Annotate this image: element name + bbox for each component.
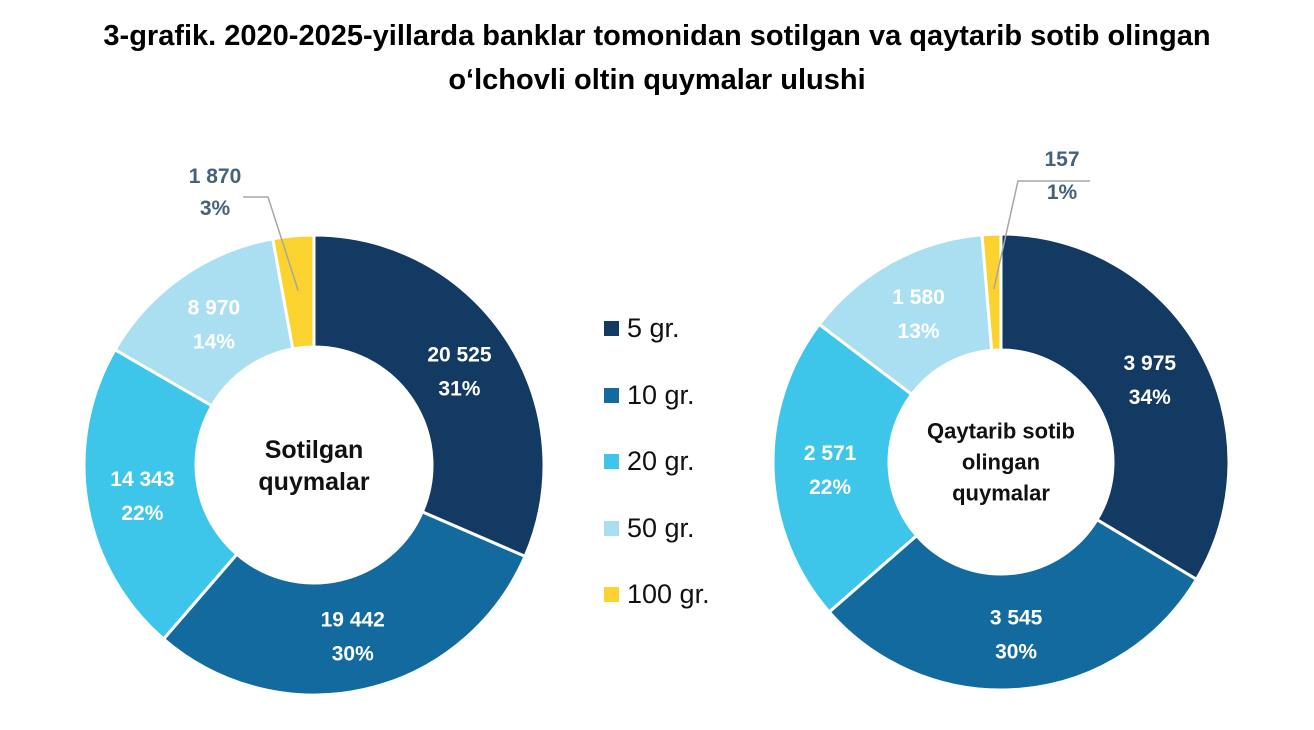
center-label-line-1-chart-1: Sotilgan [265, 436, 364, 464]
legend-label-100gr: 100 gr. [627, 579, 710, 609]
legend-swatch-10gr [604, 387, 619, 403]
value-label-100gr-chart-2: 157 [1044, 148, 1079, 171]
value-label-5gr-chart-1: 20 525 [427, 343, 492, 366]
legend-swatch-5gr [604, 321, 619, 336]
percent-label-10gr-chart-2: 30% [995, 640, 1037, 663]
center-label-line-3-chart-2: quymalar [952, 481, 1050, 506]
percent-label-100gr-chart-2: 1% [1047, 181, 1078, 204]
legend-label-10gr: 10 gr. [627, 379, 695, 410]
donut-chart-1: 20 525 31% 19 442 30% 14 343 22% 8 970 14% 1 870… [82, 165, 546, 697]
donut-chart-2: 3 975 34% 3 545 30% 2 571 22% 1 580 13% 157 1% Qay… [771, 148, 1231, 692]
legend: 5 gr. 10 gr. 20 gr. 50 gr. 100 gr. [604, 312, 710, 645]
value-label-50gr-chart-1: 8 970 [188, 297, 241, 320]
legend-swatch-100gr [604, 587, 619, 602]
legend-swatch-50gr [604, 520, 619, 536]
percent-label-20gr-chart-2: 22% [809, 476, 851, 499]
percent-label-10gr-chart-1: 30% [332, 643, 374, 666]
legend-label-20gr: 20 gr. [627, 446, 695, 476]
legend-item-5gr: 5 gr. [604, 312, 710, 345]
value-label-20gr-chart-2: 2 571 [804, 442, 857, 465]
chart-title: 3-grafik. 2020-2025-yillarda banklar tom… [0, 14, 1314, 102]
slice-10gr-chart-1 [161, 509, 528, 697]
percent-label-50gr-chart-1: 14% [193, 331, 235, 354]
slice-100gr-chart-1 [271, 233, 316, 351]
value-label-5gr-chart-2: 3 975 [1124, 352, 1177, 375]
value-label-20gr-chart-1: 14 343 [110, 468, 174, 491]
slice-10gr-chart-2 [827, 517, 1199, 692]
legend-label-5gr: 5 gr. [627, 313, 680, 343]
percent-label-50gr-chart-2: 13% [898, 320, 940, 343]
center-label-line-2-chart-2: olingan [962, 450, 1040, 475]
leader-line-chart-1 [243, 196, 299, 291]
slice-50gr-chart-2 [817, 233, 994, 397]
slice-5gr-chart-2 [999, 232, 1231, 582]
percent-label-5gr-chart-1: 31% [438, 377, 480, 400]
legend-item-10gr: 10 gr. [604, 379, 710, 412]
legend-item-50gr: 50 gr. [604, 512, 710, 545]
value-label-10gr-chart-1: 19 442 [321, 609, 385, 632]
legend-item-20gr: 20 gr. [604, 445, 710, 478]
slice-20gr-chart-2 [771, 322, 919, 615]
center-label-line-2-chart-1: quymalar [258, 468, 369, 496]
legend-label-50gr: 50 gr. [627, 512, 695, 543]
center-label-line-1-chart-2: Qaytarib sotib [927, 419, 1075, 444]
slice-5gr-chart-1 [312, 233, 546, 559]
percent-label-100gr-chart-1: 3% [200, 197, 231, 220]
value-label-10gr-chart-2: 3 545 [990, 606, 1043, 629]
legend-item-100gr: 100 gr. [604, 578, 710, 611]
value-label-50gr-chart-2: 1 580 [892, 286, 945, 309]
slice-100gr-chart-2 [980, 232, 1003, 353]
legend-swatch-20gr [604, 454, 619, 469]
percent-label-20gr-chart-1: 22% [121, 502, 163, 525]
chart-title-line-1: 3-grafik. 2020-2025-yillarda banklar tom… [103, 20, 1211, 52]
value-label-100gr-chart-1: 1 870 [189, 165, 242, 188]
percent-label-5gr-chart-2: 34% [1129, 386, 1171, 409]
chart-title-line-2: oʻlchovli oltin quymalar ulushi [448, 64, 866, 96]
leader-line-chart-2 [993, 180, 1090, 290]
slice-20gr-chart-1 [82, 347, 239, 642]
